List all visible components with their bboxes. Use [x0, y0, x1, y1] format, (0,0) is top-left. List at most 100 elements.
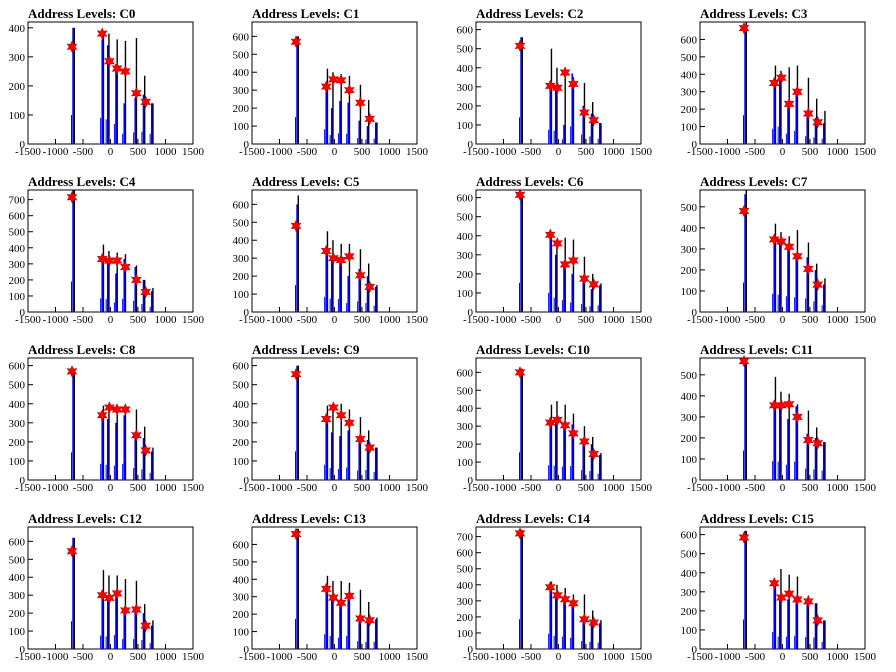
y-tick-label: 0: [244, 307, 250, 319]
y-tick-label: 300: [681, 87, 698, 99]
x-tick-label: -1500: [463, 651, 489, 663]
x-tick-label: 1500: [406, 146, 429, 158]
chart-panel-10: Address Levels: C10 0 100 200 300 400 500 600 -1…: [457, 342, 653, 494]
plot-frame: [699, 21, 866, 145]
x-tick-label: 1000: [155, 314, 178, 326]
y-tick-label: 0: [692, 139, 698, 151]
x-tick-label: -500: [73, 146, 94, 158]
star-marker: [328, 591, 339, 604]
y-tick-label: 0: [468, 139, 474, 151]
star-marker: [104, 54, 115, 68]
star-marker: [354, 96, 366, 109]
y-tick-label: 400: [9, 243, 26, 255]
y-tick-label: 200: [9, 437, 26, 449]
chart-title: Address Levels: C2: [476, 6, 583, 21]
y-tick-label: 300: [9, 52, 26, 64]
x-tick-label: -500: [297, 146, 318, 158]
x-tick-label: 1500: [854, 314, 877, 326]
star-marker: [130, 86, 142, 100]
x-tick-label: -1500: [463, 146, 489, 158]
plot-frame: [27, 526, 194, 650]
chart-panel-9: Address Levels: C9 0 100 200 300 400 500 600 -15…: [233, 342, 429, 494]
y-tick-label: 400: [457, 580, 474, 592]
x-tick-label: 500: [578, 314, 595, 326]
star-marker: [559, 419, 571, 432]
x-tick-label: 500: [802, 482, 819, 494]
y-tick-label: 500: [9, 380, 26, 392]
x-tick-label: 1000: [379, 146, 402, 158]
star-marker: [66, 544, 78, 558]
chart-title: Address Levels: C13: [252, 511, 366, 526]
star-marker: [130, 603, 142, 616]
chart-panel-1: Address Levels: C1 0 100 200 300 400 500 600 -15…: [233, 6, 429, 158]
y-tick-label: 400: [681, 223, 698, 235]
y-tick-label: 100: [9, 110, 26, 122]
star-marker: [812, 115, 824, 129]
y-tick-label: 300: [457, 596, 474, 608]
x-tick-label: 1500: [406, 314, 429, 326]
plot-frame: [699, 526, 866, 650]
plot-frame: [475, 21, 642, 145]
y-tick-label: 300: [457, 82, 474, 94]
y-tick-label: 600: [457, 367, 474, 379]
y-tick-label: 300: [233, 418, 250, 430]
plot-frame: [251, 189, 418, 313]
star-marker: [552, 237, 563, 250]
star-marker: [768, 577, 780, 590]
star-marker: [290, 219, 302, 233]
y-tick-label: 400: [457, 63, 474, 75]
y-tick-label: 100: [681, 286, 698, 298]
star-marker: [802, 107, 814, 120]
star-marker: [343, 589, 355, 603]
chart-title: Address Levels: C14: [476, 511, 590, 526]
x-tick-label: 0: [332, 146, 338, 158]
x-tick-label: -1000: [43, 482, 69, 494]
chart-title: Address Levels: C6: [476, 174, 584, 189]
star-marker: [354, 268, 366, 282]
y-tick-label: 300: [233, 85, 250, 97]
chart-panel-11: Address Levels: C11 0 100 200 300 400 500 -1500…: [681, 342, 877, 494]
x-tick-label: 1500: [182, 651, 205, 663]
x-tick-label: 1500: [630, 314, 653, 326]
x-tick-label: 0: [108, 651, 114, 663]
y-tick-label: 100: [233, 627, 250, 639]
star-marker: [140, 619, 152, 632]
y-tick-label: 400: [233, 235, 250, 247]
y-tick-label: 600: [457, 548, 474, 560]
y-tick-label: 300: [9, 259, 26, 271]
y-tick-label: 600: [233, 539, 250, 551]
star-marker: [290, 527, 302, 541]
x-tick-label: 0: [332, 482, 338, 494]
y-tick-label: 500: [457, 564, 474, 576]
star-marker: [119, 260, 131, 274]
x-tick-label: -1000: [715, 314, 741, 326]
y-tick-label: 500: [681, 202, 698, 214]
y-tick-label: 0: [468, 307, 474, 319]
star-marker: [578, 435, 590, 448]
x-tick-label: 1500: [406, 482, 429, 494]
star-marker: [776, 235, 787, 248]
y-tick-label: 100: [681, 625, 698, 637]
x-tick-label: 1000: [827, 482, 850, 494]
plot-frame: [699, 357, 866, 481]
star-marker: [791, 85, 803, 98]
star-marker: [140, 444, 152, 457]
star-marker: [578, 106, 590, 119]
x-tick-label: -1000: [491, 146, 517, 158]
y-tick-label: 500: [233, 217, 250, 229]
star-marker: [783, 97, 795, 111]
y-tick-label: 600: [681, 530, 698, 542]
star-marker: [802, 595, 814, 608]
x-tick-label: -1000: [491, 314, 517, 326]
x-tick-label: -1000: [43, 651, 69, 663]
star-marker: [791, 250, 803, 263]
x-tick-label: -1500: [239, 482, 265, 494]
star-marker: [567, 77, 579, 91]
plot-frame: [27, 357, 194, 481]
chart-title: Address Levels: C4: [28, 174, 136, 189]
star-marker: [588, 447, 600, 461]
star-marker: [96, 252, 108, 266]
y-tick-label: 200: [233, 271, 250, 283]
star-marker: [514, 188, 526, 201]
y-tick-label: 700: [457, 532, 474, 544]
